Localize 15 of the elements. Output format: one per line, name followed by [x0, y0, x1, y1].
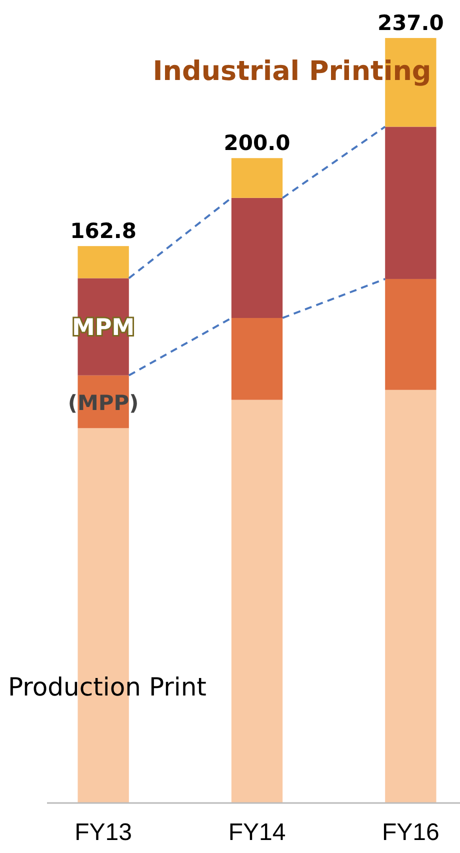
bar [231, 158, 283, 198]
annotation: 237.0 [377, 11, 444, 35]
bar [385, 390, 436, 803]
bar [78, 246, 129, 278]
x-tick-label: FY16 [382, 819, 440, 846]
bar [231, 318, 283, 400]
series-label: Production Print [8, 672, 207, 702]
x-tick-label: FY13 [74, 819, 132, 846]
bar [231, 198, 283, 318]
annotation: 200.0 [224, 131, 290, 156]
bar [385, 278, 436, 390]
bar [231, 400, 283, 803]
bar [385, 126, 436, 279]
x-tick-label: FY14 [228, 819, 286, 846]
annotation: 162.8 [70, 219, 137, 244]
